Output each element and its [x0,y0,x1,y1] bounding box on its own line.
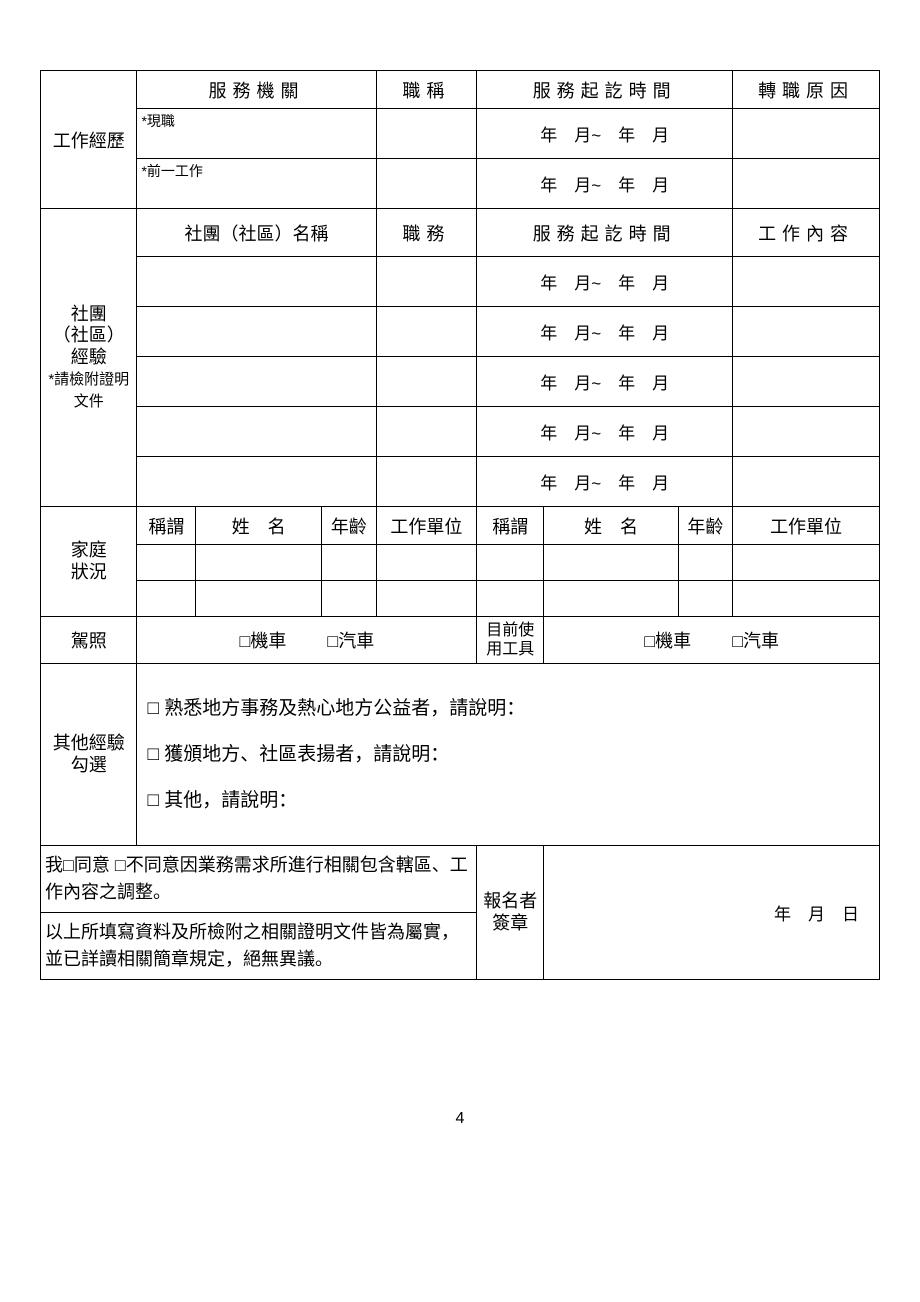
club-r2-period[interactable]: 年 月~ 年 月 [477,307,733,357]
other-label-l2: 勾選 [71,755,107,775]
club-label-l2: （社區） [53,325,125,345]
family-hdr-age2: 年齡 [678,507,733,545]
work-row2-note[interactable]: *前一工作 [137,159,376,209]
club-r1-duty[interactable] [376,257,477,307]
club-r5-content[interactable] [733,457,880,507]
other-label-l1: 其他經驗 [53,733,125,753]
license-tool-l2: 用工具 [486,641,534,658]
club-r3-period[interactable]: 年 月~ 年 月 [477,357,733,407]
family-r2c2[interactable] [196,581,322,617]
other-opt1[interactable]: □ 熟悉地方事務及熱心地方公益者，請說明： [147,686,869,732]
license-moto[interactable]: □機車 [239,631,286,651]
family-hdr-wp1: 工作單位 [376,507,477,545]
family-hdr-relation2: 稱謂 [477,507,544,545]
work-hdr-period: 服務起訖時間 [477,71,733,109]
club-r4-period[interactable]: 年 月~ 年 月 [477,407,733,457]
license-tool-moto[interactable]: □機車 [644,631,691,651]
club-r1-period[interactable]: 年 月~ 年 月 [477,257,733,307]
club-r2-content[interactable] [733,307,880,357]
family-r1c3[interactable] [322,545,377,581]
club-label-note2: 文件 [74,393,104,410]
family-r2c1[interactable] [137,581,196,617]
license-tool-l1: 目前使 [486,622,534,639]
work-row1-title[interactable] [376,109,477,159]
license-options[interactable]: □機車 □汽車 [137,617,477,664]
club-label-l3: 經驗 [71,347,107,367]
family-label-l2: 狀況 [71,562,107,582]
family-r2c3[interactable] [322,581,377,617]
family-r2c7[interactable] [678,581,733,617]
family-hdr-name2: 姓 名 [544,507,678,545]
club-r3-name[interactable] [137,357,376,407]
club-r4-name[interactable] [137,407,376,457]
work-hdr-title: 職稱 [376,71,477,109]
family-r1c8[interactable] [733,545,880,581]
family-r1c2[interactable] [196,545,322,581]
family-hdr-age1: 年齡 [322,507,377,545]
family-r1c1[interactable] [137,545,196,581]
other-opt3[interactable]: □ 其他，請說明： [147,778,869,824]
license-tool-options[interactable]: □機車 □汽車 [544,617,880,664]
club-r2-name[interactable] [137,307,376,357]
work-row2-period[interactable]: 年 月~ 年 月 [477,159,733,209]
work-row1-period[interactable]: 年 月~ 年 月 [477,109,733,159]
club-r2-duty[interactable] [376,307,477,357]
sign-label-l2: 簽章 [492,913,528,933]
club-r5-duty[interactable] [376,457,477,507]
page-number: 4 [40,1110,880,1128]
family-r2c4[interactable] [376,581,477,617]
family-hdr-name1: 姓 名 [196,507,322,545]
club-hdr-content: 工作內容 [733,209,880,257]
family-r2c5[interactable] [477,581,544,617]
family-r2c8[interactable] [733,581,880,617]
club-r4-duty[interactable] [376,407,477,457]
work-row1-note[interactable]: *現職 [137,109,376,159]
family-hdr-relation1: 稱謂 [137,507,196,545]
work-row1-reason[interactable] [733,109,880,159]
club-r3-duty[interactable] [376,357,477,407]
license-rowlabel: 駕照 [41,617,137,664]
club-hdr-period: 服務起訖時間 [477,209,733,257]
other-opt2[interactable]: □ 獲頒地方、社區表揚者，請說明： [147,732,869,778]
club-r5-period[interactable]: 年 月~ 年 月 [477,457,733,507]
family-rowlabel: 家庭 狀況 [41,507,137,617]
work-hdr-org: 服務機關 [137,71,376,109]
license-car[interactable]: □汽車 [327,631,374,651]
consent-line1[interactable]: 我□同意 □不同意因業務需求所進行相關包含轄區、工作內容之調整。 [41,846,477,913]
club-r4-content[interactable] [733,407,880,457]
family-hdr-wp2: 工作單位 [733,507,880,545]
work-row2-reason[interactable] [733,159,880,209]
club-label-note1: *請檢附證明 [48,371,129,388]
family-r2c6[interactable] [544,581,678,617]
consent-line2: 以上所填寫資料及所檢附之相關證明文件皆為屬實，並已詳讀相關簡章規定，絕無異議。 [41,913,477,980]
other-options[interactable]: □ 熟悉地方事務及熱心地方公益者，請說明： □ 獲頒地方、社區表揚者，請說明： … [137,664,880,846]
family-r1c4[interactable] [376,545,477,581]
form-table: 工作經歷 服務機關 職稱 服務起訖時間 轉職原因 *現職 年 月~ 年 月 *前… [40,70,880,980]
sign-label-l1: 報名者 [483,891,537,911]
sign-label: 報名者 簽章 [477,846,544,980]
sign-date[interactable]: 年 月 日 [544,846,880,980]
club-label-l1: 社團 [71,304,107,324]
club-r1-content[interactable] [733,257,880,307]
work-rowlabel: 工作經歷 [41,71,137,209]
club-r3-content[interactable] [733,357,880,407]
club-hdr-duty: 職務 [376,209,477,257]
work-row2-title[interactable] [376,159,477,209]
club-r5-name[interactable] [137,457,376,507]
family-r1c5[interactable] [477,545,544,581]
club-rowlabel: 社團 （社區） 經驗 *請檢附證明 文件 [41,209,137,507]
family-r1c7[interactable] [678,545,733,581]
club-r1-name[interactable] [137,257,376,307]
license-tool-label: 目前使 用工具 [477,617,544,664]
work-hdr-reason: 轉職原因 [733,71,880,109]
club-hdr-name: 社團（社區）名稱 [137,209,376,257]
family-label-l1: 家庭 [71,540,107,560]
family-r1c6[interactable] [544,545,678,581]
license-tool-car[interactable]: □汽車 [732,631,779,651]
other-rowlabel: 其他經驗 勾選 [41,664,137,846]
